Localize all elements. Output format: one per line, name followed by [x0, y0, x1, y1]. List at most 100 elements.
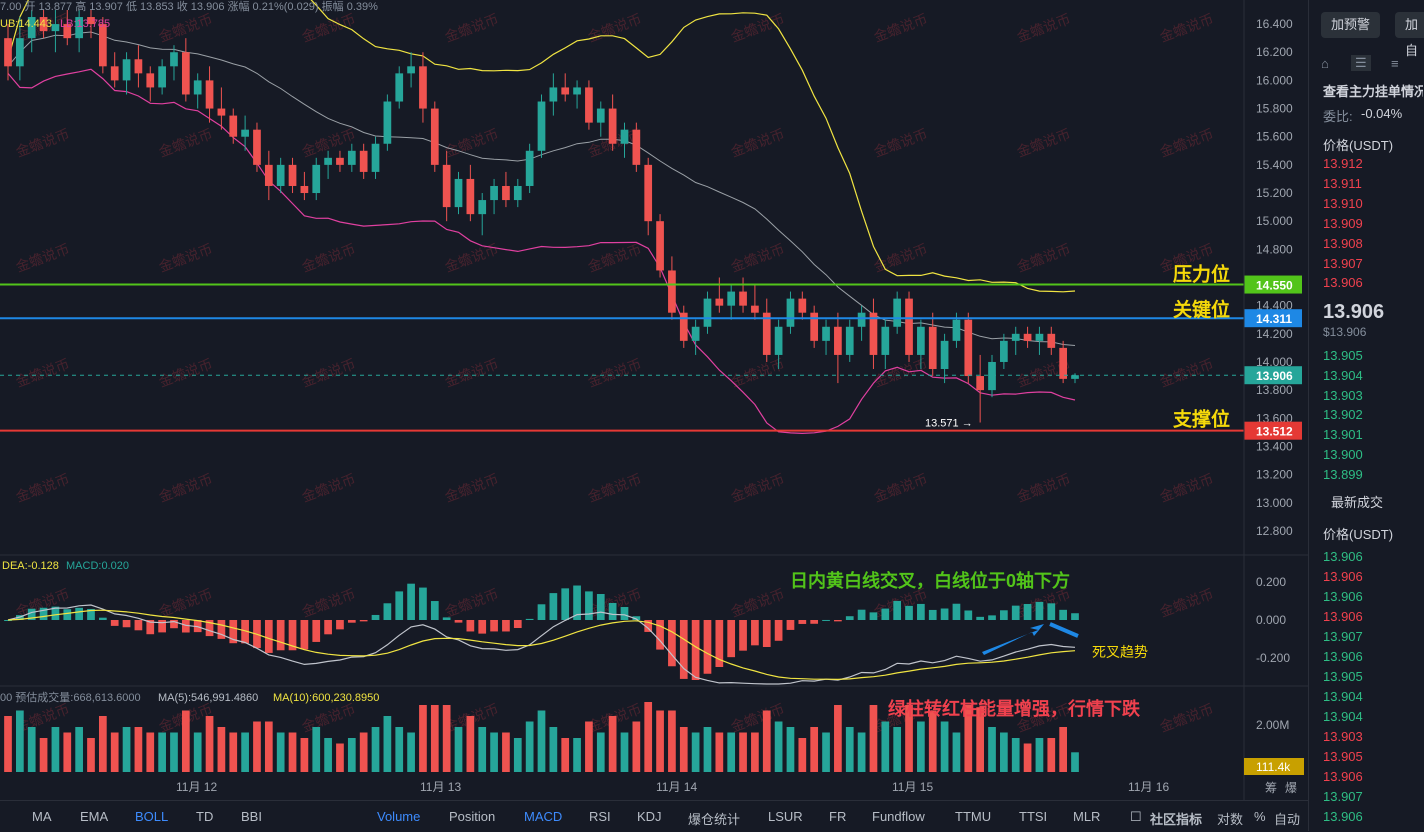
macd-histogram-bar — [264, 620, 273, 653]
candle-body — [596, 108, 605, 123]
candle-body — [537, 101, 546, 151]
volume-bar — [608, 716, 617, 772]
price-tick: 15.000 — [1256, 214, 1293, 228]
add-watchlist-button[interactable]: 加自 — [1395, 12, 1424, 58]
tool-ttsi[interactable]: TTSI — [1019, 809, 1048, 824]
candle-body — [478, 200, 487, 215]
volume-bar — [51, 727, 60, 772]
ask-price[interactable]: 13.909 — [1323, 215, 1363, 231]
volume-bar — [170, 732, 178, 772]
volume-note: 绿柱转红柱能量增强，行情下跌 — [888, 698, 1141, 719]
tool-liquidation[interactable]: 爆仓统计 — [688, 812, 741, 827]
tool-fr[interactable]: FR — [829, 809, 847, 824]
price-tick: 12.800 — [1256, 524, 1293, 538]
trade-price: 13.907 — [1323, 629, 1363, 644]
candle-body — [110, 66, 119, 81]
toggle-auto[interactable]: 自动 — [1274, 812, 1301, 827]
watermark: 金蟾说币 — [157, 586, 215, 620]
ask-price[interactable]: 13.911 — [1323, 175, 1362, 191]
tool-volume[interactable]: Volume — [377, 809, 421, 824]
tool-position[interactable]: Position — [449, 809, 496, 824]
bid-price[interactable]: 13.901 — [1323, 427, 1363, 443]
tool-ma[interactable]: MA — [32, 809, 52, 824]
candle-body — [786, 298, 795, 327]
macd-histogram-bar — [1071, 613, 1079, 620]
trades-header: 价格(USDT) — [1323, 527, 1394, 542]
candle-body — [881, 326, 890, 355]
macd-histogram-bar — [181, 620, 190, 633]
trades-title[interactable]: 最新成交 — [1331, 495, 1384, 510]
support-label: 支撑位 — [1172, 408, 1230, 431]
candle-body — [4, 38, 12, 67]
candle-body — [170, 52, 178, 67]
time-tick: 11月 14 — [656, 780, 697, 794]
macd-histogram-bar — [98, 617, 107, 620]
volume-bar — [668, 710, 676, 772]
candle-body — [158, 66, 166, 88]
macd-value-readout: MACD:0.020 — [66, 560, 129, 572]
tool-td[interactable]: TD — [196, 809, 214, 824]
candle-body — [98, 24, 107, 67]
bid-price[interactable]: 13.905 — [1323, 348, 1363, 363]
candle-body — [241, 129, 249, 137]
macd-histogram-bar — [419, 587, 427, 620]
watermark: 金蟾说币 — [300, 471, 358, 505]
bid-price[interactable]: 13.899 — [1323, 466, 1363, 482]
ohlc-readout: 7.00 开 13.877 高 13.907 低 13.853 收 13.906… — [0, 0, 378, 13]
candle-body — [324, 157, 332, 165]
tool-kdj[interactable]: KDJ — [637, 809, 662, 824]
volume-bar — [1047, 738, 1056, 772]
ask-price[interactable]: 13.907 — [1323, 255, 1363, 271]
volume-bar — [988, 727, 996, 772]
macd-histogram-bar — [442, 617, 451, 620]
candle-body — [561, 87, 570, 95]
ask-price[interactable]: 13.908 — [1323, 235, 1363, 251]
tool-lsur[interactable]: LSUR — [768, 809, 803, 824]
bid-price[interactable]: 13.903 — [1323, 387, 1363, 403]
orderbook-title[interactable]: 查看主力挂单情况 — [1323, 84, 1423, 99]
volume-bar — [312, 727, 321, 772]
ask-price[interactable]: 13.906 — [1323, 275, 1363, 291]
candle-body — [964, 319, 973, 377]
macd-histogram-bar — [727, 620, 736, 658]
trade-price: 13.905 — [1323, 749, 1363, 764]
price-tick: 16.400 — [1256, 17, 1293, 31]
tool-ema[interactable]: EMA — [80, 809, 109, 824]
volume-bar — [786, 727, 795, 772]
candle-body — [917, 326, 925, 355]
toggle-log[interactable]: 对数 — [1217, 812, 1244, 827]
candle-body — [276, 164, 285, 186]
depth-mode-icon[interactable]: ⌂ — [1321, 56, 1329, 71]
bid-price[interactable]: 13.904 — [1323, 367, 1363, 383]
tool-mlr[interactable]: MLR — [1073, 809, 1101, 824]
macd-histogram-bar — [193, 620, 202, 633]
tool-ttmu[interactable]: TTMU — [955, 809, 992, 824]
list-icon[interactable]: ≡ — [1391, 56, 1399, 71]
add-alert-button[interactable]: 加预警 — [1321, 12, 1381, 38]
tool-boll[interactable]: BOLL — [135, 809, 169, 824]
candle-body — [715, 298, 724, 306]
tool-macd[interactable]: MACD — [524, 809, 563, 824]
tool-community[interactable]: 社区指标 — [1150, 812, 1203, 827]
macd-histogram-bar — [27, 608, 36, 620]
macd-histogram-bar — [1011, 605, 1020, 620]
toggle-percent[interactable]: % — [1254, 809, 1266, 824]
macd-histogram-bar — [561, 588, 570, 620]
ask-price[interactable]: 13.910 — [1323, 195, 1363, 211]
bid-price[interactable]: 13.902 — [1323, 407, 1363, 423]
bid-price[interactable]: 13.900 — [1323, 447, 1363, 462]
candle-body — [359, 150, 368, 172]
ask-price[interactable]: 13.912 — [1323, 156, 1363, 171]
tool-bbi[interactable]: BBI — [241, 809, 262, 824]
macd-histogram-bar — [679, 620, 688, 679]
macd-histogram-bar — [383, 603, 392, 620]
tool-rsi[interactable]: RSI — [589, 809, 611, 824]
volume-bar — [347, 738, 356, 772]
layout-icon[interactable]: ☰ — [1351, 55, 1371, 71]
trade-price: 13.906 — [1323, 809, 1363, 824]
tool-fundflow[interactable]: Fundflow — [872, 809, 925, 824]
axis-chip: 筹 — [1265, 781, 1277, 795]
macd-histogram-bar — [63, 609, 72, 620]
cross-arrow-icon — [982, 624, 1044, 655]
